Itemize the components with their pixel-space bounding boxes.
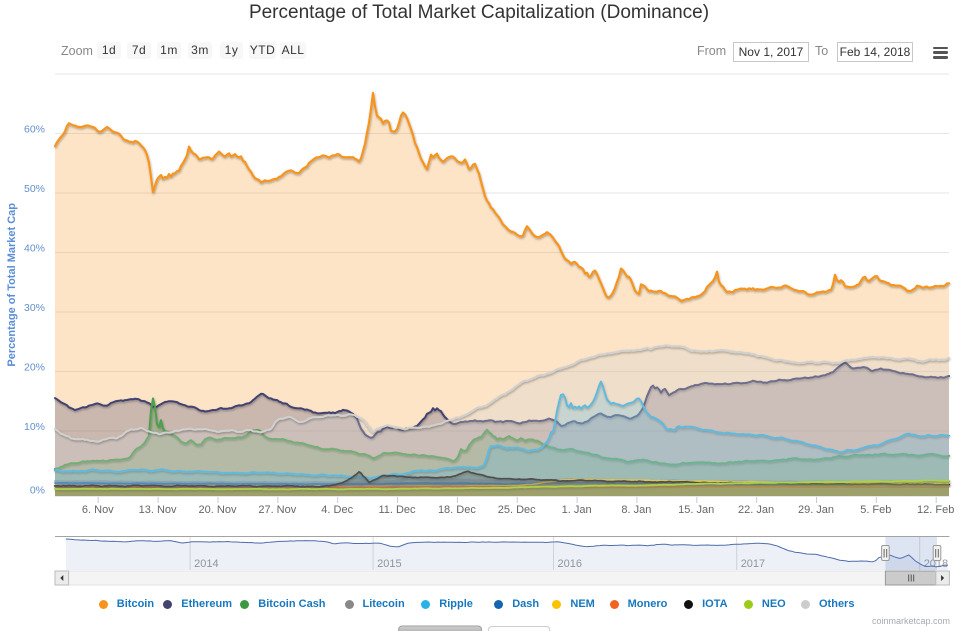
svg-text:20. Nov: 20. Nov: [199, 504, 237, 516]
svg-text:2018: 2018: [924, 558, 948, 570]
svg-text:40%: 40%: [24, 243, 45, 255]
svg-text:2016: 2016: [558, 558, 582, 570]
svg-text:27. Nov: 27. Nov: [258, 504, 296, 516]
svg-text:22. Jan: 22. Jan: [738, 504, 774, 516]
svg-text:5. Feb: 5. Feb: [860, 504, 891, 516]
svg-text:2017: 2017: [741, 558, 765, 570]
svg-text:60%: 60%: [24, 124, 45, 136]
svg-text:20%: 20%: [24, 362, 45, 374]
svg-text:25. Dec: 25. Dec: [498, 504, 536, 516]
svg-text:10%: 10%: [24, 421, 45, 433]
svg-text:2015: 2015: [377, 558, 401, 570]
svg-text:12. Feb: 12. Feb: [917, 504, 954, 516]
svg-text:50%: 50%: [24, 183, 45, 195]
svg-text:30%: 30%: [24, 302, 45, 314]
svg-text:18. Dec: 18. Dec: [438, 504, 476, 516]
svg-text:4. Dec: 4. Dec: [321, 504, 353, 516]
svg-text:8. Jan: 8. Jan: [621, 504, 651, 516]
svg-text:29. Jan: 29. Jan: [798, 504, 834, 516]
svg-text:1. Jan: 1. Jan: [562, 504, 592, 516]
svg-text:0%: 0%: [30, 485, 45, 497]
svg-text:6. Nov: 6. Nov: [82, 504, 114, 516]
svg-text:11. Dec: 11. Dec: [378, 504, 416, 516]
svg-text:Percentage of Total Market Cap: Percentage of Total Market Cap: [6, 203, 18, 367]
svg-text:13. Nov: 13. Nov: [139, 504, 177, 516]
svg-text:15. Jan: 15. Jan: [678, 504, 714, 516]
svg-text:2014: 2014: [194, 558, 218, 570]
